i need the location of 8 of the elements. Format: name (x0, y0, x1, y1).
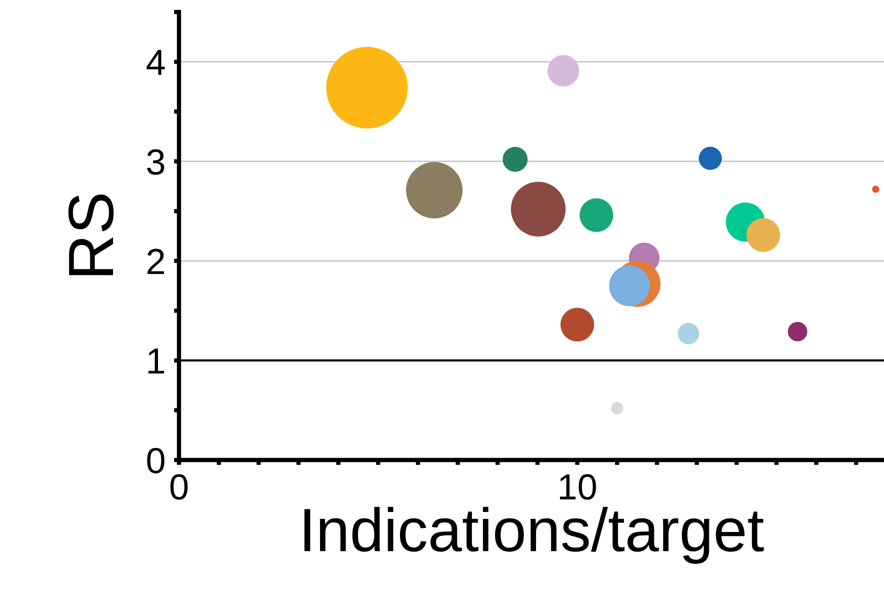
y-tick-label: 2 (148, 248, 164, 274)
x-axis-title: Indications/target (304, 506, 764, 564)
y-tick-label: 1 (148, 348, 164, 374)
y-tick-label: 4 (146, 50, 165, 75)
x-tick-label: 10 (560, 474, 596, 500)
y-tick-label: 0 (147, 448, 164, 474)
y-tick-label: 3 (147, 149, 164, 175)
y-axis-title: RS (68, 194, 114, 276)
